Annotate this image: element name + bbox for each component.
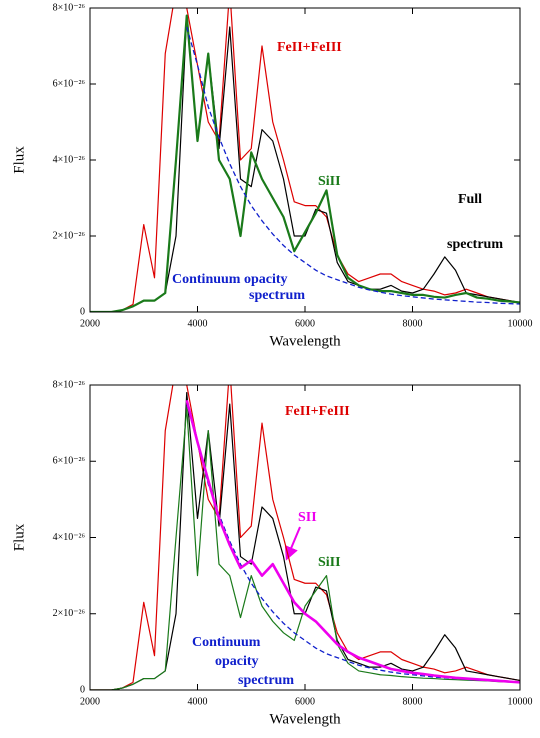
annotation: spectrum <box>249 288 305 303</box>
annotation: FeII+FeIII <box>285 404 350 419</box>
annotation: SiII <box>318 555 341 570</box>
x-tick-label: 2000 <box>80 696 100 707</box>
annotation: spectrum <box>238 673 294 688</box>
x-tick-label: 10000 <box>508 318 533 329</box>
y-tick-label: 4×10⁻²⁶ <box>53 532 86 543</box>
annotation: FeII+FeIII <box>277 40 342 55</box>
annotation: Full <box>458 192 482 207</box>
y-tick-label: 6×10⁻²⁶ <box>53 456 86 467</box>
x-tick-label: 4000 <box>188 318 208 329</box>
x-tick-label: 8000 <box>403 318 423 329</box>
plot-area <box>90 8 520 312</box>
x-tick-label: 6000 <box>295 318 315 329</box>
plot-area <box>90 385 520 690</box>
annotation: Continuum <box>192 635 261 650</box>
y-tick-label: 4×10⁻²⁶ <box>53 154 86 165</box>
x-tick-label: 10000 <box>508 696 533 707</box>
annotation: spectrum <box>447 237 503 252</box>
spectrum-line <box>185 399 520 684</box>
y-tick-label: 2×10⁻²⁶ <box>53 230 86 241</box>
annotation: Continuum opacity <box>172 272 288 287</box>
y-tick-label: 6×10⁻²⁶ <box>53 78 86 89</box>
annotation-arrow <box>284 526 301 561</box>
y-tick-label: 0 <box>80 684 85 695</box>
x-tick-label: 8000 <box>403 696 423 707</box>
x-tick-label: 6000 <box>295 696 315 707</box>
spectrum-line <box>90 14 520 312</box>
y-tick-label: 8×10⁻²⁶ <box>53 2 86 13</box>
spectrum-line <box>90 407 520 690</box>
x-tick-label: 2000 <box>80 318 100 329</box>
y-axis-label: Flux <box>11 523 27 551</box>
y-tick-label: 8×10⁻²⁶ <box>53 379 86 390</box>
y-axis-label: Flux <box>11 146 27 174</box>
y-tick-label: 0 <box>80 306 85 317</box>
x-axis-label: Wavelength <box>269 711 341 727</box>
x-tick-label: 4000 <box>188 696 208 707</box>
spectrum-line <box>90 385 520 690</box>
annotation: SiII <box>318 174 341 189</box>
x-axis-label: Wavelength <box>269 333 341 349</box>
spectrum-line <box>186 26 520 305</box>
spectrum-line <box>90 8 520 312</box>
y-tick-label: 2×10⁻²⁶ <box>53 608 86 619</box>
annotation: SII <box>298 510 317 525</box>
annotation: opacity <box>215 654 259 669</box>
